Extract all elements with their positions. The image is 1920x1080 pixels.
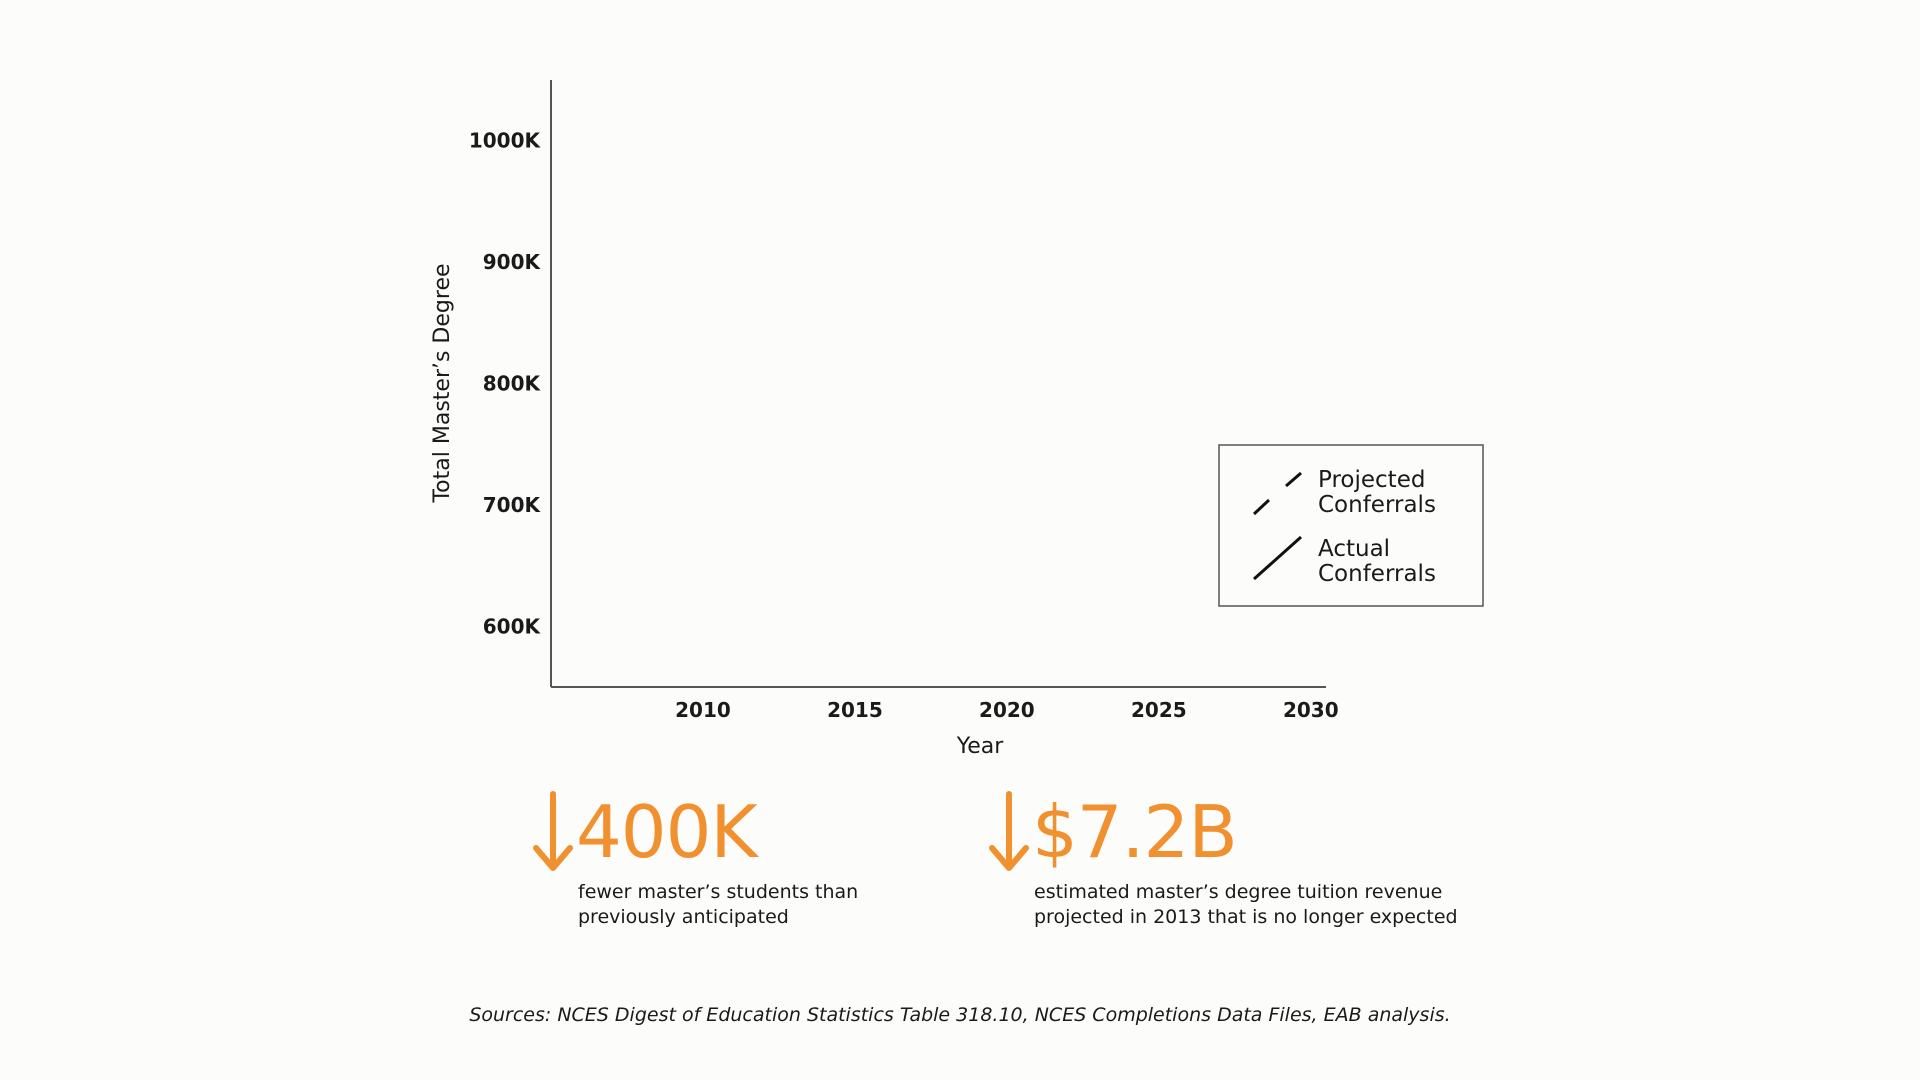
x-tick-labels: 2010 2015 2020 2025 2030	[675, 698, 1339, 722]
legend-projected-swatch-dash-1	[1252, 498, 1271, 516]
stat-students: 400K fewer master’s students than previo…	[530, 790, 858, 930]
stat-students-desc-line1: fewer master’s students than	[578, 881, 859, 903]
legend-projected-label-line1: Projected	[1318, 467, 1425, 493]
x-tick-label: 2030	[1283, 698, 1339, 722]
down-arrow-icon	[533, 791, 573, 871]
x-tick-label: 2020	[979, 698, 1035, 722]
stat-students-desc-line2: previously anticipated	[578, 906, 789, 928]
x-tick-label: 2010	[675, 698, 731, 722]
stat-students-value: 400K	[576, 790, 758, 874]
x-axis-title: Year	[956, 734, 1005, 759]
y-axis-title: Total Master’s Degree	[430, 263, 455, 503]
x-tick-label: 2025	[1131, 698, 1187, 722]
y-tick-label: 600K	[483, 614, 542, 638]
sources-note: Sources: NCES Digest of Education Statis…	[469, 1004, 1451, 1026]
legend-actual-swatch	[1253, 535, 1302, 581]
legend-box	[1218, 444, 1484, 607]
y-tick-label: 900K	[483, 250, 542, 274]
y-tick-label: 700K	[483, 493, 542, 517]
y-tick-labels: 600K 700K 800K 900K 1000K	[469, 129, 542, 639]
legend-projected-label-line2: Conferrals	[1318, 492, 1436, 518]
legend-actual-label-line1: Actual	[1318, 536, 1390, 562]
y-tick-label: 800K	[483, 372, 542, 396]
x-tick-label: 2015	[827, 698, 883, 722]
stat-revenue-desc-line2: projected in 2013 that is no longer expe…	[1034, 906, 1458, 928]
legend: Projected Conferrals Actual Conferrals	[1218, 444, 1484, 607]
stat-revenue-desc-line1: estimated master’s degree tuition revenu…	[1034, 881, 1443, 903]
stat-revenue: $7.2B estimated master’s degree tuition …	[986, 790, 1458, 930]
down-arrow-icon	[989, 791, 1029, 871]
legend-actual-label-line2: Conferrals	[1318, 561, 1436, 587]
legend-projected-swatch-dash-2	[1285, 471, 1302, 488]
stat-revenue-value: $7.2B	[1032, 790, 1238, 874]
y-tick-label: 1000K	[469, 129, 542, 153]
